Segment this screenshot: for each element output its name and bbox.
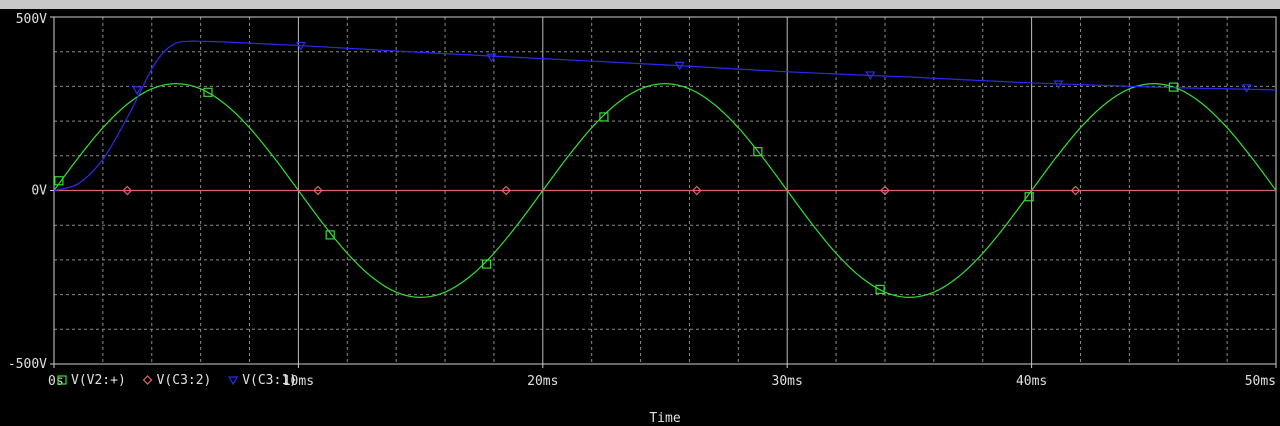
series-c3-1-marker bbox=[132, 86, 143, 96]
axes: 0s 10ms 20ms 30ms 40ms 50ms 500V 0V -500V bbox=[8, 12, 1277, 389]
x-tick-label: 10ms bbox=[283, 374, 314, 389]
x-tick-label: 30ms bbox=[772, 374, 803, 389]
series-v2-plus-marker bbox=[753, 147, 763, 157]
x-tick-label: 40ms bbox=[1016, 374, 1047, 389]
series-c3-1-marker bbox=[865, 71, 876, 81]
series-c3-1-marker bbox=[1053, 80, 1064, 90]
window-top-strip bbox=[0, 0, 1280, 9]
series-v2-plus-marker bbox=[1168, 82, 1178, 92]
series-c3-2-marker bbox=[1070, 185, 1081, 196]
series-v2-plus-marker bbox=[1024, 192, 1034, 202]
series-markers bbox=[54, 41, 1252, 294]
series-c3-2-marker bbox=[313, 185, 323, 196]
series-v2-plus-marker bbox=[54, 176, 64, 186]
series-v2-plus-marker bbox=[875, 284, 885, 294]
plot-background bbox=[0, 9, 1280, 426]
series-v2-plus-marker bbox=[325, 230, 335, 240]
x-tick-label: 20ms bbox=[527, 374, 558, 389]
series-v2-plus-legend-marker bbox=[57, 375, 67, 385]
y-tick-label: -500V bbox=[8, 357, 47, 372]
series-v2-plus-legend-label: V(V2:+) bbox=[71, 373, 126, 388]
x-tick-label: 50ms bbox=[1245, 374, 1276, 389]
x-axis-label: Time bbox=[649, 411, 680, 426]
series-c3-1-marker bbox=[486, 53, 497, 63]
series-c3-1-legend-marker bbox=[228, 376, 239, 386]
series-c3-2-marker bbox=[691, 185, 702, 196]
series-c3-1-marker bbox=[674, 61, 685, 71]
series-c3-2-legend-label: V(C3:2) bbox=[157, 373, 212, 388]
series-c3-2-marker bbox=[880, 185, 890, 196]
series-v2-plus-marker bbox=[203, 87, 213, 97]
series-v2-plus-marker bbox=[599, 112, 609, 122]
series-c3-2-legend-marker bbox=[142, 375, 153, 385]
y-tick-label: 500V bbox=[16, 12, 47, 27]
x-tick-label: 0s bbox=[48, 374, 64, 389]
series-c3-2-marker bbox=[122, 185, 133, 196]
series-v2-plus-line bbox=[53, 83, 1277, 298]
series-c3-2-marker bbox=[501, 185, 511, 196]
series-c3-1-marker bbox=[1241, 84, 1252, 93]
series-v2-plus-marker bbox=[481, 259, 492, 269]
series-c3-1-marker bbox=[295, 41, 306, 51]
y-tick-label: 0V bbox=[31, 184, 47, 199]
legend: V(V2:+) V(C3:2) V(C3:1) bbox=[57, 373, 297, 388]
series-c3-1-legend-label: V(C3:1) bbox=[242, 373, 297, 388]
